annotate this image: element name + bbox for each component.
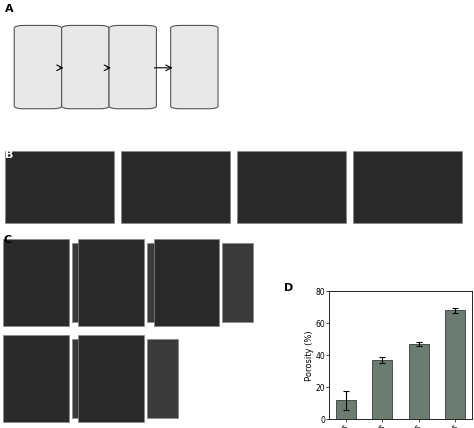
FancyBboxPatch shape: [109, 25, 156, 109]
FancyBboxPatch shape: [62, 25, 109, 109]
Bar: [72, 243, 103, 322]
Bar: [72, 339, 103, 418]
Bar: [3, 239, 69, 326]
Bar: [147, 339, 178, 418]
Bar: [336, 400, 356, 419]
Bar: [222, 243, 254, 322]
Bar: [147, 243, 178, 322]
FancyBboxPatch shape: [171, 25, 218, 109]
Text: A: A: [5, 4, 13, 14]
Y-axis label: Porosity (%): Porosity (%): [305, 330, 314, 380]
Bar: [121, 151, 230, 223]
Text: D: D: [284, 283, 293, 293]
FancyBboxPatch shape: [14, 25, 62, 109]
Bar: [372, 360, 392, 419]
Bar: [79, 239, 144, 326]
Bar: [3, 336, 69, 422]
Bar: [79, 336, 144, 422]
Bar: [237, 151, 346, 223]
Bar: [5, 151, 114, 223]
Bar: [409, 344, 429, 419]
Text: C: C: [3, 235, 11, 245]
Text: B: B: [5, 150, 13, 160]
Bar: [445, 310, 465, 419]
Bar: [353, 151, 462, 223]
Bar: [154, 239, 219, 326]
